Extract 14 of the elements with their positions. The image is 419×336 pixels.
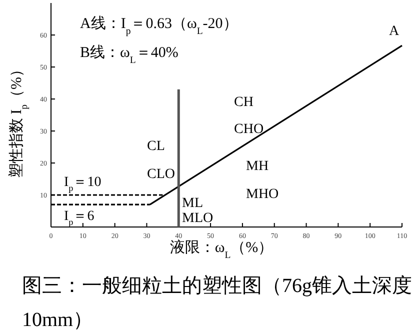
annotation: MH xyxy=(246,159,269,174)
x-axis-title: 液限：ω$_{L}$（%） xyxy=(170,239,274,260)
annotation: CLO xyxy=(147,167,175,182)
annotation: CH xyxy=(234,95,254,110)
annotation: MHO xyxy=(246,187,279,202)
annotation: B线：ω$_{L}$＝40% xyxy=(80,44,178,66)
annotation: ML xyxy=(182,196,203,211)
annotation: CHO xyxy=(234,122,264,137)
text: 图三：一般细粒土的塑性图（76g锥入土深度10mm） xyxy=(22,274,412,331)
annotation: A线：I$_{p}$＝0.63（ω$_{L}$-20） xyxy=(80,15,238,36)
annotation: MLO xyxy=(182,211,214,226)
annotation: I$_{p}$＝10 xyxy=(64,175,102,193)
annotation: CL xyxy=(147,139,165,154)
annotation: A xyxy=(389,24,400,39)
